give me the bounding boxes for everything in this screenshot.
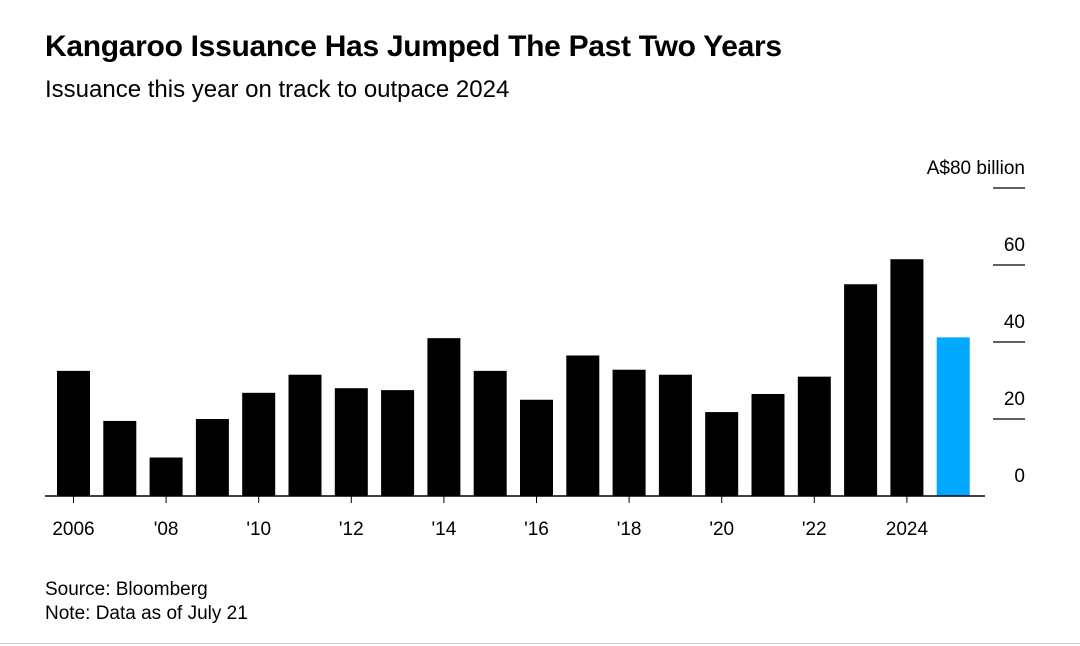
bar-chart: 2006 '08 '10 '12 '14 '16 '18 '20 '22 2024 0 20 40 60 A… (45, 158, 1025, 540)
bar-2007 (103, 420, 137, 496)
bar-2019 (658, 374, 692, 496)
x-tick-label: '20 (709, 519, 734, 540)
x-tick-label: '08 (154, 519, 179, 540)
y-tick-label: A$80 billion (927, 158, 1025, 179)
y-tick-label: 0 (1014, 466, 1025, 487)
x-tick-label: '12 (339, 519, 364, 540)
data-note: Note: Data as of July 21 (45, 603, 248, 624)
bar-2015 (473, 370, 507, 496)
bar-2010 (242, 392, 276, 496)
bar-2018 (612, 369, 646, 496)
bar-2008 (149, 457, 183, 496)
bar-2009 (195, 419, 229, 496)
x-tick-label: '18 (617, 519, 642, 540)
y-tick-label: 20 (1004, 389, 1025, 410)
x-tick-label: '16 (524, 519, 549, 540)
bar-2025 (936, 337, 970, 496)
x-tick-label: 2024 (886, 519, 929, 540)
chart-subtitle: Issuance this year on track to outpace 2… (45, 76, 510, 103)
bar-2022 (797, 376, 831, 496)
bar-2024 (890, 259, 924, 496)
source-note: Source: Bloomberg (45, 579, 208, 600)
x-tick-label: '22 (802, 519, 827, 540)
divider (0, 643, 1080, 644)
bar-2006 (57, 370, 90, 496)
bar-2014 (427, 338, 461, 496)
x-tick-label: '10 (246, 519, 271, 540)
bar-2012 (334, 388, 368, 496)
bar-2017 (566, 355, 600, 496)
x-tick-label: '14 (432, 519, 457, 540)
bar-2021 (751, 393, 785, 496)
bar-2023 (844, 284, 878, 496)
chart-footer: Source: Bloomberg Note: Data as of July … (45, 578, 248, 626)
chart-title: Kangaroo Issuance Has Jumped The Past Tw… (45, 30, 782, 63)
bar-2011 (288, 374, 322, 496)
x-tick-label: 2006 (52, 519, 94, 540)
bar-2016 (520, 399, 553, 496)
bar-2013 (381, 390, 415, 496)
bar-2020 (705, 412, 739, 496)
y-tick-label: 60 (1004, 235, 1025, 256)
y-tick-label: 40 (1004, 312, 1025, 333)
